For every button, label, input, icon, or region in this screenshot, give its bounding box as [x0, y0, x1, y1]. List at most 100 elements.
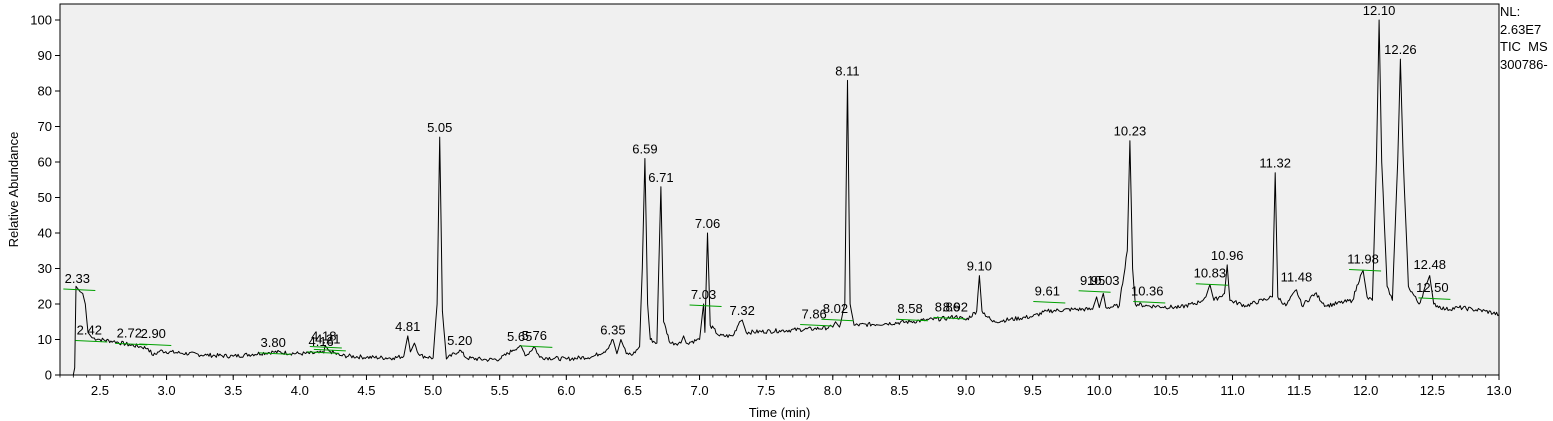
y-axis: 0 10 20 30 40 50 60 70 80 90 100 — [30, 13, 60, 383]
baseline-mark — [933, 316, 966, 320]
x-tick-label: 11.5 — [1287, 383, 1311, 398]
x-tick-label: 13.0 — [1486, 383, 1511, 398]
y-tick-label: 30 — [38, 261, 52, 276]
baseline-mark — [1418, 297, 1451, 300]
peak-label: 7.03 — [691, 287, 716, 302]
baseline-mark — [307, 351, 340, 354]
baseline-mark — [1078, 290, 1111, 293]
peak-label: 9.95 — [1080, 273, 1105, 288]
peak-label: 4.18 — [311, 329, 336, 344]
peak-label: 7.06 — [695, 216, 720, 231]
x-tick-label: 9.0 — [957, 383, 975, 398]
peak-label: 5.76 — [522, 328, 547, 343]
baseline-mark — [139, 343, 172, 347]
peak-label: 7.32 — [730, 303, 755, 318]
x-tick-label: 12.5 — [1420, 383, 1445, 398]
baseline-mark — [896, 318, 929, 322]
y-tick-label: 90 — [38, 48, 52, 63]
y-tick-label: 60 — [38, 155, 52, 170]
y-tick-label: 10 — [38, 332, 52, 347]
peak-label: 2.42 — [77, 323, 102, 338]
peak-label: 6.35 — [600, 323, 625, 338]
x-tick-label: 6.5 — [624, 383, 642, 398]
baseline-mark — [1349, 269, 1382, 272]
peak-label: 4.16 — [308, 334, 333, 349]
x-tick-label: 3.5 — [224, 383, 242, 398]
x-tick-label: 3.0 — [158, 383, 176, 398]
baseline-mark — [259, 352, 292, 355]
x-tick-label: 4.5 — [357, 383, 375, 398]
peak-label: 9.10 — [967, 259, 992, 274]
y-tick-label: 20 — [38, 297, 52, 312]
x-axis-title: Time (min) — [749, 405, 811, 420]
x-tick-label: 7.0 — [691, 383, 709, 398]
nl-label: NL: — [1500, 4, 1521, 19]
y-tick-label: 100 — [30, 13, 52, 28]
peak-label: 2.33 — [65, 271, 90, 286]
y-tick-label: 80 — [38, 84, 52, 99]
x-tick-label: 10.0 — [1087, 383, 1112, 398]
x-tick-label: 8.0 — [824, 383, 842, 398]
peak-label: 3.80 — [261, 335, 286, 350]
peak-label: 10.36 — [1131, 283, 1164, 298]
peak-label: 10.03 — [1087, 273, 1120, 288]
x-tick-label: 12.0 — [1353, 383, 1378, 398]
nl-value: 2.63E7 — [1500, 21, 1542, 37]
peak-label: 10.96 — [1211, 248, 1244, 263]
y-tick-label: 0 — [45, 368, 52, 383]
y-axis-title: Relative Abundance — [6, 132, 21, 248]
peak-label: 12.50 — [1416, 280, 1449, 295]
peak-label: 2.72 — [117, 325, 142, 340]
info-panel: NL: 2.63E7 TIC MS 300786- — [1500, 3, 1548, 73]
baseline-mark — [63, 288, 96, 292]
peak-label: 5.65 — [507, 329, 532, 344]
baseline-mark — [313, 348, 346, 352]
peak-label: 5.20 — [447, 333, 472, 348]
peak-label: 10.83 — [1194, 266, 1227, 281]
x-tick-label: 8.5 — [890, 383, 908, 398]
peak-label: 11.32 — [1259, 156, 1291, 171]
y-tick-label: 70 — [38, 119, 52, 134]
peak-label: 12.26 — [1384, 42, 1417, 57]
peak-label: 4.81 — [395, 319, 420, 334]
baseline-mark — [821, 318, 854, 322]
baseline-mark — [800, 324, 833, 327]
x-tick-label: 5.5 — [491, 383, 509, 398]
peak-label: 11.98 — [1347, 252, 1379, 267]
peak-label: 2.90 — [141, 326, 166, 341]
peak-label: 8.86 — [935, 299, 960, 314]
baseline-mark — [75, 340, 108, 343]
baseline-mark — [1033, 300, 1066, 304]
x-axis: 2.5 3.0 3.5 4.0 4.5 5.0 5.5 6.0 6.5 7.0 7.5 8.0 8.5 9… — [59, 375, 1512, 398]
baseline-mark — [520, 345, 553, 348]
sample-label: 300786- — [1500, 56, 1548, 72]
x-tick-label: 2.5 — [91, 383, 109, 398]
baseline-mark — [1195, 283, 1228, 286]
baseline-marks — [63, 269, 1451, 355]
peak-label: 5.05 — [427, 120, 452, 135]
peak-labels: 2.33 2.42 2.722.90 3.80 4.164.184.21 4.81 5.05… — [65, 3, 1449, 350]
peak-label: 8.11 — [835, 63, 859, 78]
x-tick-label: 5.0 — [424, 383, 442, 398]
peak-label: 4.21 — [315, 331, 340, 346]
peak-label: 11.48 — [1281, 269, 1313, 284]
x-tick-label: 7.5 — [757, 383, 775, 398]
peak-label: 10.23 — [1114, 124, 1147, 139]
peak-label: 12.48 — [1413, 257, 1446, 272]
plot-area — [59, 3, 1500, 376]
peak-label: 8.02 — [823, 301, 848, 316]
filter-label: TIC MS — [1500, 39, 1548, 54]
peak-label: 9.61 — [1035, 283, 1060, 298]
peak-label: 8.92 — [943, 299, 968, 314]
baseline-mark — [309, 346, 342, 349]
x-tick-label: 10.5 — [1153, 383, 1178, 398]
peak-label: 6.71 — [648, 170, 673, 185]
x-tick-label: 9.5 — [1024, 383, 1042, 398]
peak-label: 6.59 — [632, 141, 657, 156]
baseline-mark — [1133, 300, 1166, 304]
y-tick-label: 50 — [38, 190, 52, 205]
baseline-mark — [689, 304, 722, 307]
peak-label: 7.86 — [801, 307, 826, 322]
peak-label: 12.10 — [1363, 3, 1396, 18]
